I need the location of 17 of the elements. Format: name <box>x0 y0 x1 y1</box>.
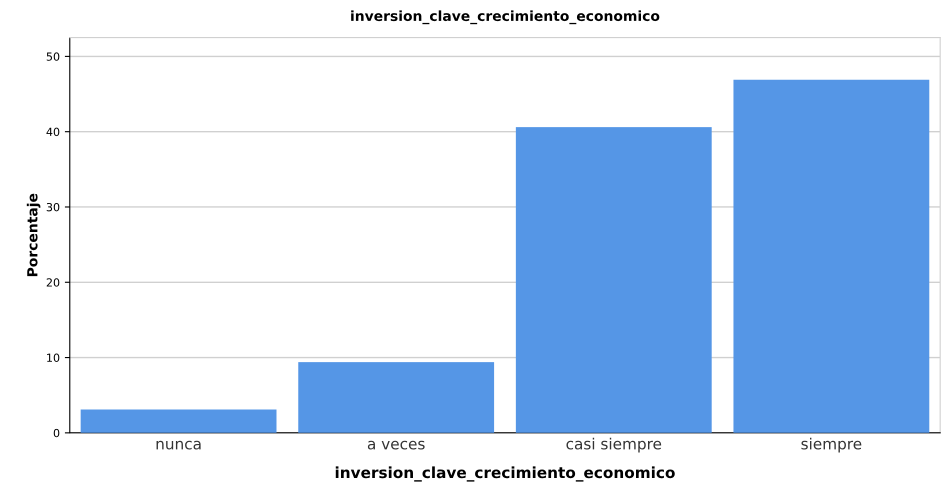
y-tick-label: 50 <box>46 52 60 61</box>
x-axis-title: inversion_clave_crecimiento_economico <box>336 466 675 482</box>
y-tick-label: 10 <box>47 354 60 362</box>
chart-title: inversion_clave_crecimiento_economico <box>351 10 660 24</box>
bar <box>733 80 930 433</box>
y-tick-label: 20 <box>46 278 60 287</box>
y-axis-title: Porcentaje <box>26 194 40 276</box>
x-tick-label: casi siempre <box>566 438 662 453</box>
y-tick-label: 0 <box>54 428 60 438</box>
bar <box>516 127 712 433</box>
bar <box>298 362 494 433</box>
y-tick-label: 40 <box>46 128 60 136</box>
x-tick-label: a veces <box>368 440 425 450</box>
y-tick-label: 30 <box>46 202 60 212</box>
x-tick-label: nunca <box>156 440 201 450</box>
bar <box>80 410 276 433</box>
x-tick-label: siempre <box>801 438 862 453</box>
